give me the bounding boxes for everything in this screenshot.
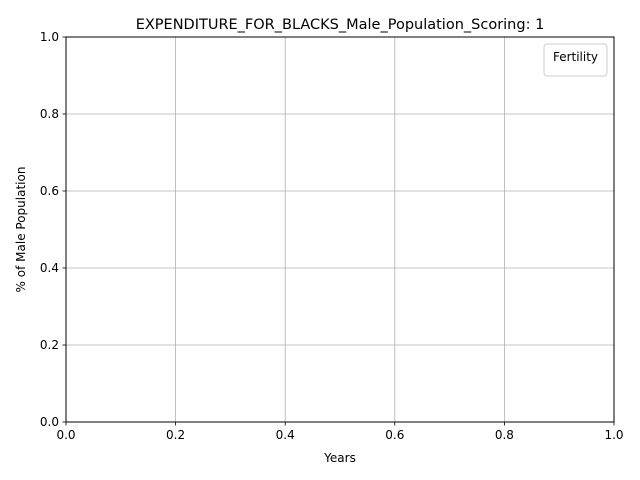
y-tick-label: 0.2: [40, 338, 59, 352]
x-tick-label: 1.0: [604, 428, 623, 442]
x-tick-label: 0.4: [276, 428, 295, 442]
y-tick-label: 1.0: [40, 30, 59, 44]
legend-box: [543, 43, 608, 77]
y-axis-ticks: 0.0 0.2 0.4 0.6 0.8 1.0: [40, 30, 66, 429]
y-axis-label: % of Male Population: [14, 167, 28, 293]
x-tick-label: 0.0: [56, 428, 75, 442]
legend: Fertility: [543, 43, 608, 77]
x-tick-label: 0.8: [495, 428, 514, 442]
x-tick-label: 0.6: [385, 428, 404, 442]
chart-title: EXPENDITURE_FOR_BLACKS_Male_Population_S…: [136, 17, 545, 33]
legend-title: Fertility: [553, 50, 598, 64]
y-tick-label: 0.8: [40, 107, 59, 121]
y-tick-label: 0.4: [40, 261, 59, 275]
x-tick-label: 0.2: [166, 428, 185, 442]
y-tick-label: 0.0: [40, 415, 59, 429]
grid: [65, 36, 615, 423]
y-tick-label: 0.6: [40, 184, 59, 198]
x-axis-ticks: 0.0 0.2 0.4 0.6 0.8 1.0: [56, 422, 624, 442]
plot-area-frame: [65, 36, 615, 423]
x-axis-label: Years: [323, 451, 356, 465]
